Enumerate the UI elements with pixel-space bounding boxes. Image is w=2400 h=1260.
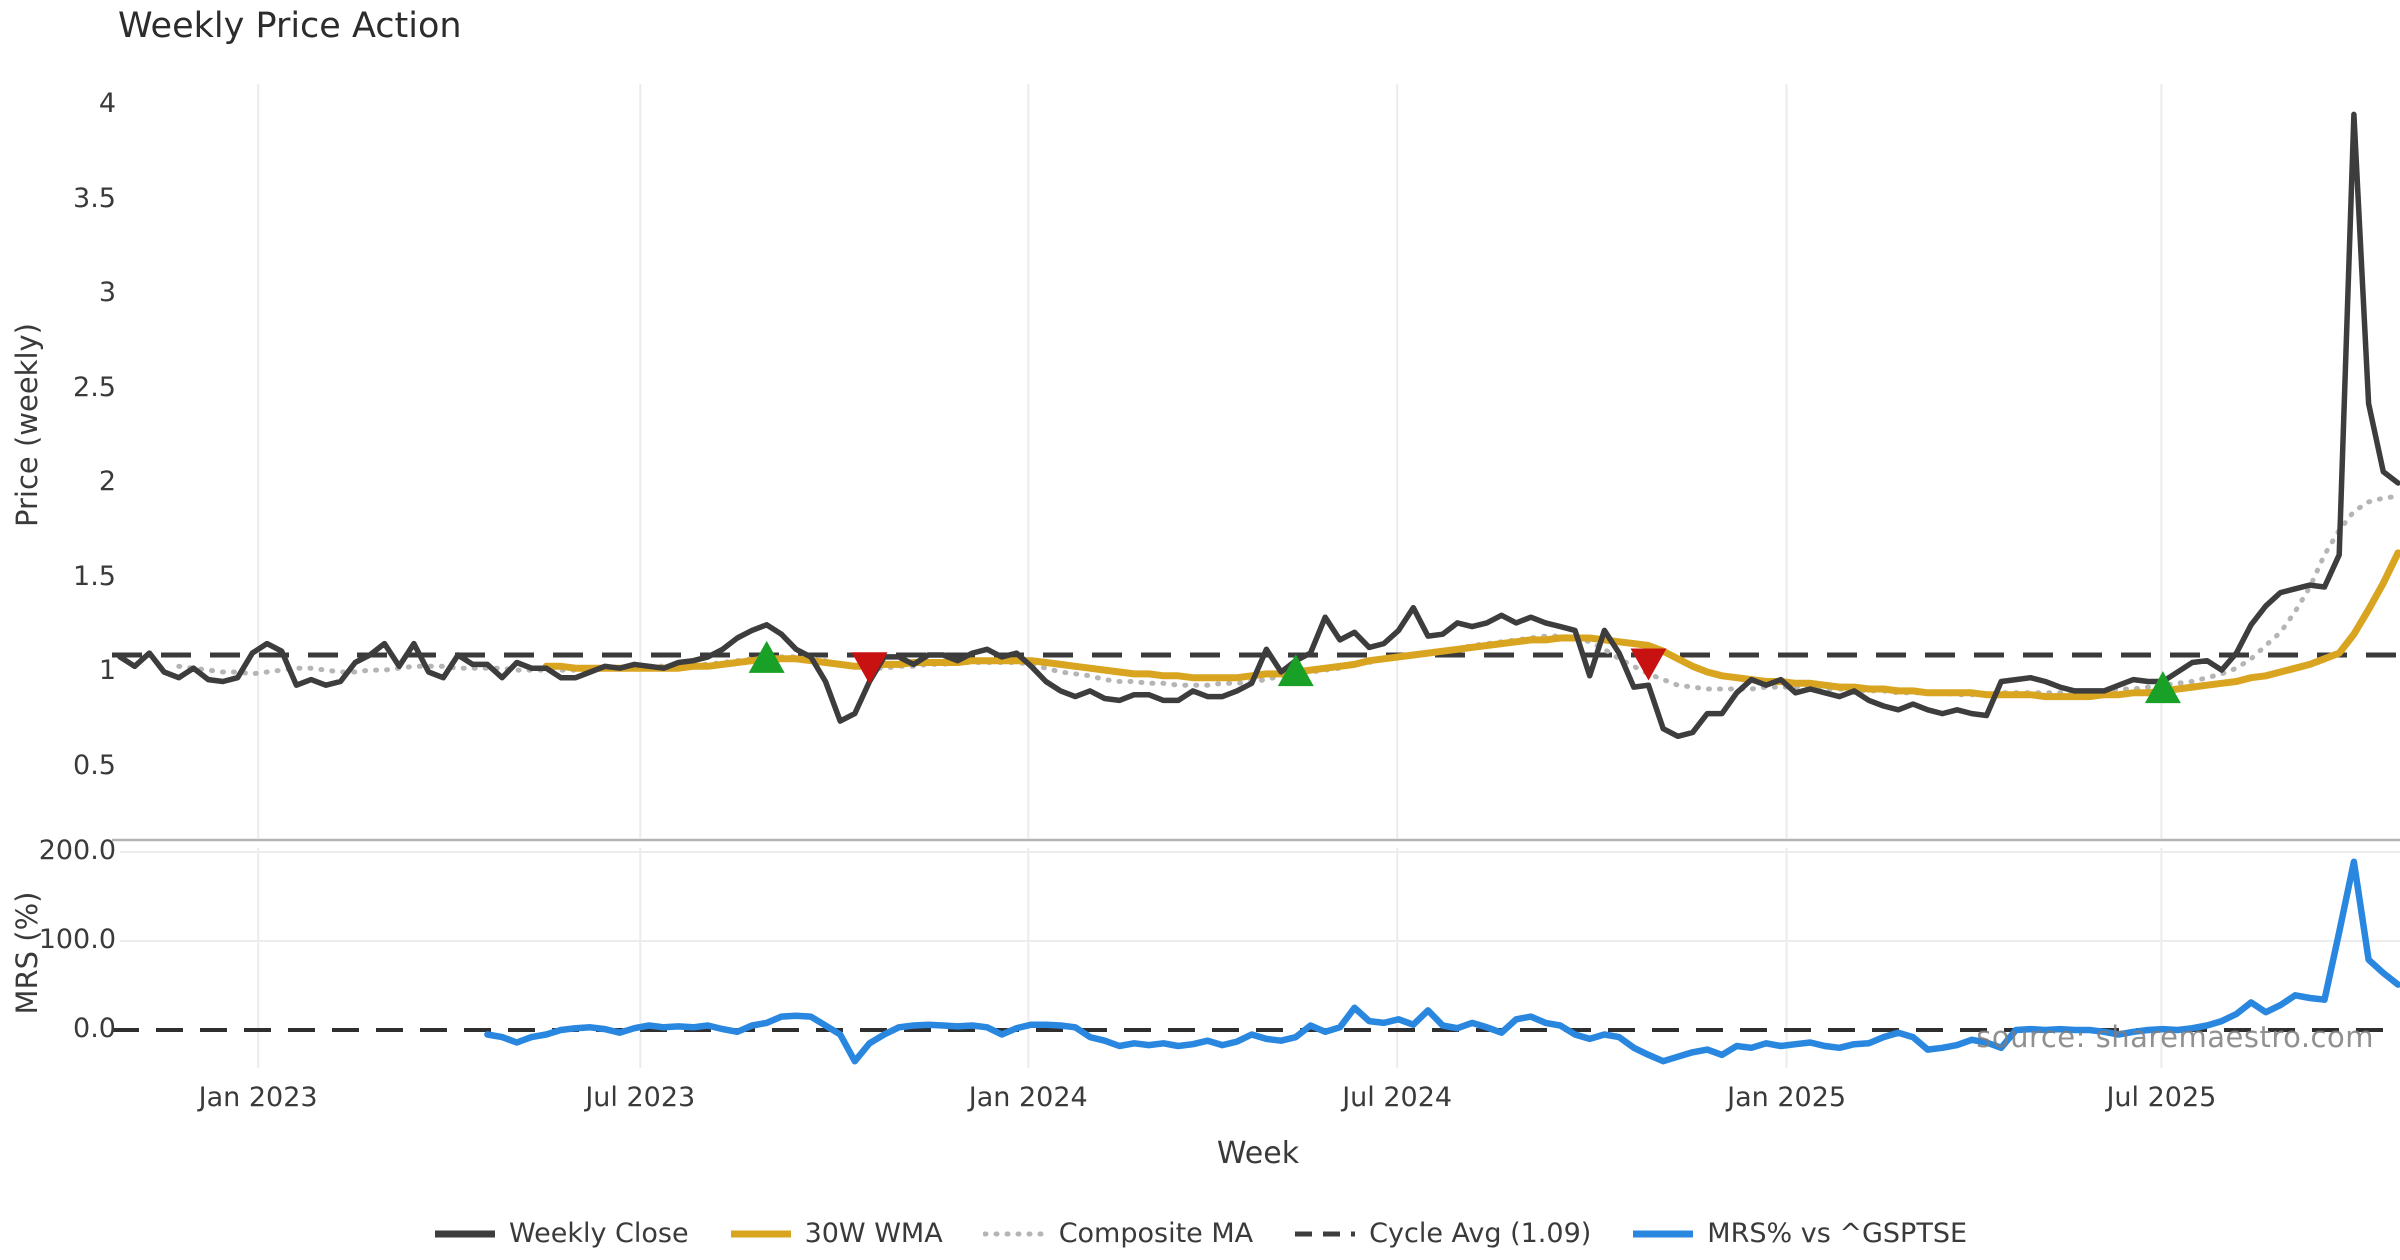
x-axis-title: Week <box>1216 1136 1300 1171</box>
legend-item-composite-ma: Composite MA <box>982 1218 1254 1249</box>
mrs-y-tick-label: 100.0 <box>38 924 116 955</box>
sell-marker <box>1630 648 1667 681</box>
x-tick-label: Jan 2023 <box>198 1082 318 1113</box>
composite-ma-swatch <box>982 1231 1047 1236</box>
price-y-tick-label: 3 <box>98 277 116 308</box>
weekly-close-swatch <box>434 1230 495 1237</box>
mrs-swatch <box>1633 1230 1694 1237</box>
sell-marker <box>851 652 888 685</box>
buy-marker <box>1277 654 1314 687</box>
legend-label: Composite MA <box>1058 1218 1254 1249</box>
x-tick-label: Jul 2024 <box>1342 1082 1453 1113</box>
mrs-line <box>484 858 2400 1065</box>
x-tick-label: Jul 2025 <box>2106 1082 2217 1113</box>
legend-item-cycle-avg: Cycle Avg (1.09) <box>1293 1218 1591 1249</box>
legend-item-mrs: MRS% vs ^GSPTSE <box>1631 1218 1967 1249</box>
wma-swatch <box>730 1230 791 1237</box>
legend-label: Cycle Avg (1.09) <box>1369 1218 1592 1249</box>
mrs-y-tick-label: 200.0 <box>38 835 116 866</box>
price-y-tick-label: 2 <box>98 466 116 497</box>
price-y-tick-label: 0.5 <box>73 749 116 781</box>
price-y-tick-label: 1.5 <box>73 560 116 592</box>
price-y-tick-label: 1 <box>98 655 116 686</box>
legend: Weekly Close 30W WMA Composite MA Cycle … <box>0 1218 2400 1249</box>
cycle-avg-swatch <box>1295 1231 1356 1236</box>
price-y-tick-label: 3.5 <box>73 182 116 214</box>
buy-marker <box>2144 671 2181 704</box>
price-y-tick-label: 4 <box>98 88 116 119</box>
legend-label: Weekly Close <box>508 1218 689 1249</box>
source-watermark: source: sharemaestro.com <box>1976 1020 2374 1054</box>
legend-label: 30W WMA <box>804 1218 943 1249</box>
mrs-y-tick-label: 0.0 <box>73 1013 116 1044</box>
legend-item-wma: 30W WMA <box>729 1218 943 1249</box>
legend-item-weekly-close: Weekly Close <box>433 1218 689 1249</box>
wma-line <box>542 549 2400 701</box>
x-tick-label: Jul 2023 <box>585 1082 696 1113</box>
weekly-close-line <box>117 111 2400 740</box>
x-tick-label: Jan 2025 <box>1727 1082 1847 1113</box>
price-y-tick-label: 2.5 <box>73 371 116 403</box>
chart-title: Weekly Price Action <box>118 6 462 46</box>
legend-label: MRS% vs ^GSPTSE <box>1707 1218 1968 1249</box>
x-tick-label: Jan 2024 <box>968 1082 1088 1113</box>
buy-marker <box>748 640 785 673</box>
